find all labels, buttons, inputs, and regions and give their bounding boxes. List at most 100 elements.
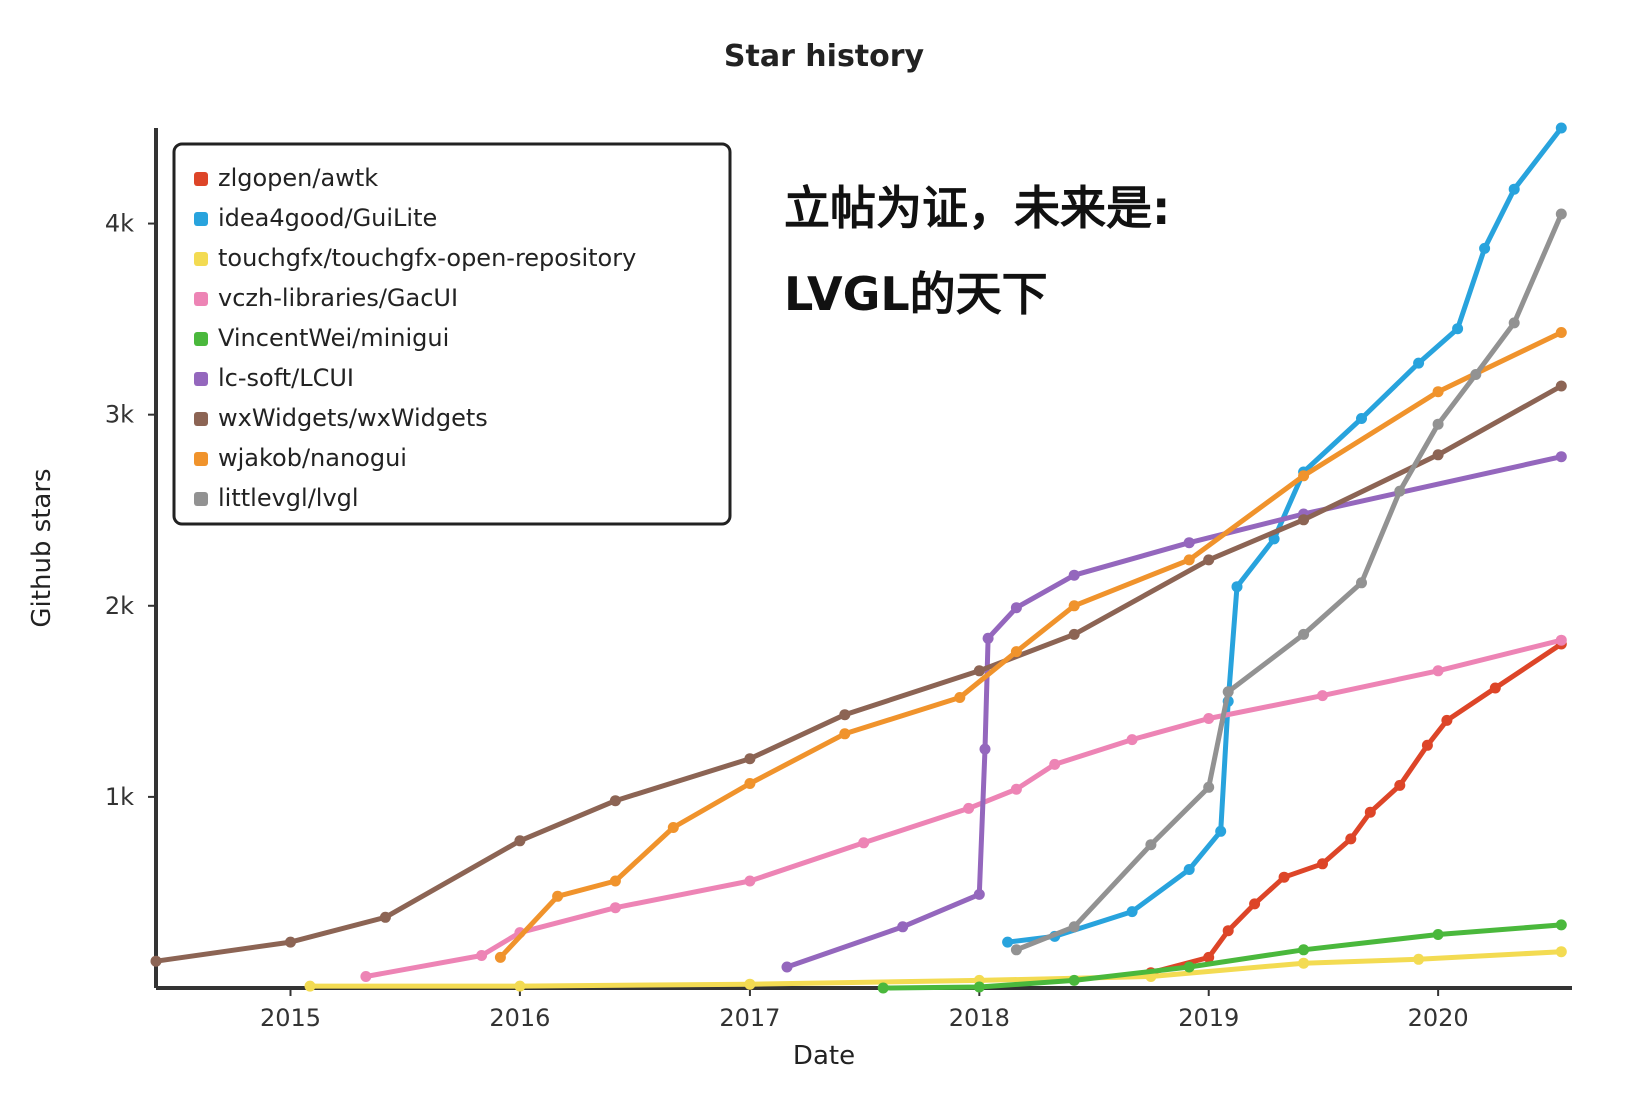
y-tick-label: 3k — [105, 401, 134, 429]
data-point-littlevgl-lvgl — [1432, 418, 1444, 430]
x-tick-label: 2015 — [260, 1004, 321, 1032]
legend-label: lc-soft/LCUI — [218, 364, 354, 392]
data-point-lc-soft-lcui — [897, 921, 909, 933]
data-point-littlevgl-lvgl — [1555, 208, 1567, 220]
data-point-littlevgl-lvgl — [1222, 686, 1234, 698]
series-line-lc-soft-lcui — [784, 454, 1564, 970]
data-point-wjakob-nanogui — [552, 890, 564, 902]
data-point-idea4good-guilite — [1479, 242, 1491, 254]
data-point-wxwidgets-wxwidgets — [379, 911, 391, 923]
data-point-wjakob-nanogui — [954, 692, 966, 703]
data-point-zlgopen-awtk — [1345, 833, 1357, 845]
data-point-vczh-libraries-gacui — [609, 902, 621, 914]
data-point-zlgopen-awtk — [1489, 682, 1501, 694]
legend-swatch — [194, 212, 208, 226]
data-point-idea4good-guilite — [1268, 533, 1280, 545]
data-point-wxwidgets-wxwidgets — [1298, 514, 1310, 526]
data-point-idea4good-guilite — [1508, 183, 1520, 195]
data-point-vincentwei-minigui — [1555, 919, 1567, 931]
data-point-vczh-libraries-gacui — [744, 875, 756, 887]
data-point-lc-soft-lcui — [979, 743, 991, 755]
legend-label: VincentWei/minigui — [218, 324, 449, 352]
chart-title: Star history — [724, 39, 925, 74]
series-littlevgl-lvgl — [1010, 208, 1567, 956]
data-point-wxwidgets-wxwidgets — [1068, 628, 1080, 640]
series-line-zlgopen-awtk — [1148, 641, 1564, 976]
data-point-vincentwei-minigui — [1432, 929, 1444, 940]
data-point-littlevgl-lvgl — [1145, 839, 1157, 851]
data-point-zlgopen-awtk — [1394, 779, 1406, 791]
x-tick-label: 2016 — [489, 1004, 550, 1032]
data-point-vczh-libraries-gacui — [858, 837, 870, 849]
legend-label: wxWidgets/wxWidgets — [218, 404, 488, 432]
data-point-zlgopen-awtk — [1441, 714, 1453, 726]
series-line-idea4good-guilite — [1005, 125, 1564, 945]
data-point-vincentwei-minigui — [973, 981, 985, 993]
data-point-wjakob-nanogui — [1010, 646, 1022, 658]
data-point-wxwidgets-wxwidgets — [744, 753, 756, 765]
legend-swatch — [194, 172, 208, 186]
legend-swatch — [194, 492, 208, 506]
series-idea4good-guilite — [1002, 122, 1567, 948]
data-point-touchgfx-touchgfx-open-repository — [1413, 953, 1425, 965]
y-tick-label: 4k — [105, 210, 134, 238]
legend-item-vczh-libraries-gacui: vczh-libraries/GacUI — [194, 284, 458, 312]
data-point-littlevgl-lvgl — [1356, 577, 1367, 589]
x-tick-label: 2019 — [1178, 1004, 1239, 1032]
y-tick-label: 1k — [105, 783, 134, 811]
legend-item-zlgopen-awtk: zlgopen/awtk — [194, 164, 378, 192]
legend-label: vczh-libraries/GacUI — [218, 284, 458, 312]
data-point-wjakob-nanogui — [667, 822, 679, 833]
data-point-touchgfx-touchgfx-open-repository — [304, 980, 316, 992]
data-point-lc-soft-lcui — [982, 632, 994, 644]
data-point-lc-soft-lcui — [973, 888, 985, 900]
data-point-wjakob-nanogui — [744, 778, 756, 789]
legend-item-littlevgl-lvgl: littlevgl/lvgl — [194, 484, 359, 512]
y-tick-label: 2k — [105, 592, 134, 620]
data-point-idea4good-guilite — [1002, 936, 1014, 948]
data-point-vincentwei-minigui — [877, 982, 889, 994]
data-point-wjakob-nanogui — [1068, 600, 1080, 612]
data-point-idea4good-guilite — [1452, 323, 1464, 335]
series-wjakob-nanogui — [494, 327, 1567, 963]
legend-label: idea4good/GuiLite — [218, 204, 437, 232]
data-point-lc-soft-lcui — [1010, 602, 1022, 614]
data-point-wxwidgets-wxwidgets — [150, 955, 162, 967]
legend-swatch — [194, 412, 208, 426]
data-point-littlevgl-lvgl — [1010, 944, 1022, 956]
data-point-vincentwei-minigui — [1298, 944, 1310, 956]
data-point-idea4good-guilite — [1231, 581, 1243, 593]
data-point-wxwidgets-wxwidgets — [514, 835, 526, 847]
data-point-littlevgl-lvgl — [1298, 628, 1310, 640]
data-point-zlgopen-awtk — [1222, 925, 1234, 937]
series-vczh-libraries-gacui — [360, 634, 1567, 982]
data-point-littlevgl-lvgl — [1068, 921, 1080, 933]
data-point-wjakob-nanogui — [494, 951, 506, 963]
data-point-wxwidgets-wxwidgets — [609, 795, 621, 807]
legend-label: wjakob/nanogui — [218, 444, 407, 472]
data-point-touchgfx-touchgfx-open-repository — [1298, 957, 1310, 969]
data-point-vczh-libraries-gacui — [1432, 665, 1444, 677]
data-point-idea4good-guilite — [1555, 122, 1567, 134]
data-point-wxwidgets-wxwidgets — [839, 709, 851, 721]
data-point-touchgfx-touchgfx-open-repository — [744, 978, 756, 990]
legend-item-lc-soft-lcui: lc-soft/LCUI — [194, 364, 354, 392]
data-point-vczh-libraries-gacui — [1010, 783, 1022, 795]
data-point-zlgopen-awtk — [1364, 806, 1376, 818]
legend-swatch — [194, 372, 208, 386]
data-point-wxwidgets-wxwidgets — [973, 665, 985, 677]
data-point-vczh-libraries-gacui — [476, 950, 488, 961]
x-tick-label: 2018 — [949, 1004, 1010, 1032]
legend-item-idea4good-guilite: idea4good/GuiLite — [194, 204, 437, 232]
series-line-touchgfx-touchgfx-open-repository — [307, 949, 1564, 989]
data-point-lc-soft-lcui — [1555, 451, 1567, 463]
data-point-wxwidgets-wxwidgets — [285, 936, 296, 948]
legend-box — [172, 142, 732, 526]
data-point-idea4good-guilite — [1215, 825, 1227, 837]
legend-item-wjakob-nanogui: wjakob/nanogui — [194, 444, 407, 472]
data-point-wjakob-nanogui — [1183, 554, 1195, 566]
legend-item-vincentwei-minigui: VincentWei/minigui — [194, 324, 449, 352]
data-point-idea4good-guilite — [1356, 413, 1367, 424]
